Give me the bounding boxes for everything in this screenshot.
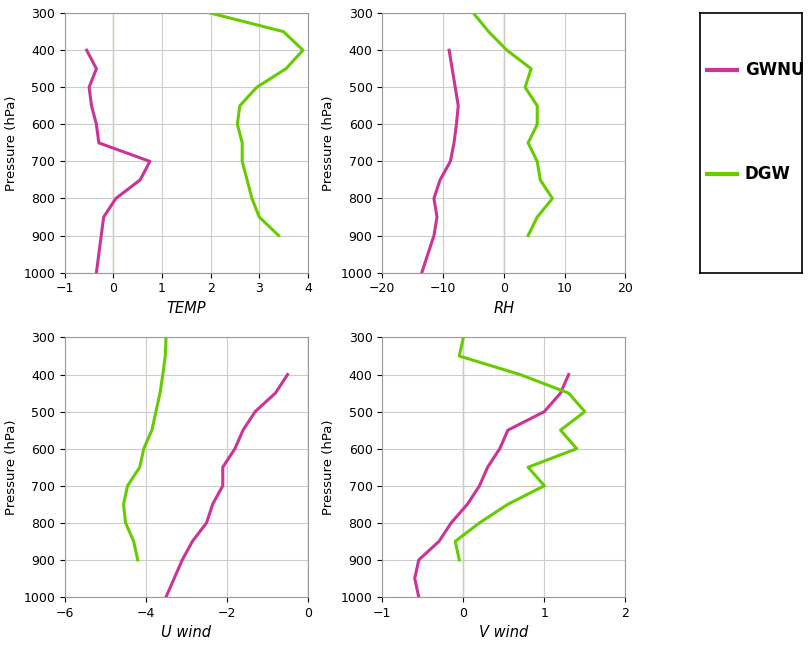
Y-axis label: Pressure (hPa): Pressure (hPa) — [322, 95, 335, 191]
Y-axis label: Pressure (hPa): Pressure (hPa) — [322, 419, 335, 515]
X-axis label: U wind: U wind — [161, 625, 211, 640]
Y-axis label: Pressure (hPa): Pressure (hPa) — [5, 419, 18, 515]
X-axis label: RH: RH — [493, 301, 514, 316]
X-axis label: V wind: V wind — [480, 625, 528, 640]
Text: GWNU: GWNU — [744, 61, 804, 79]
Text: DGW: DGW — [744, 165, 791, 183]
Y-axis label: Pressure (hPa): Pressure (hPa) — [5, 95, 18, 191]
X-axis label: TEMP: TEMP — [167, 301, 206, 316]
